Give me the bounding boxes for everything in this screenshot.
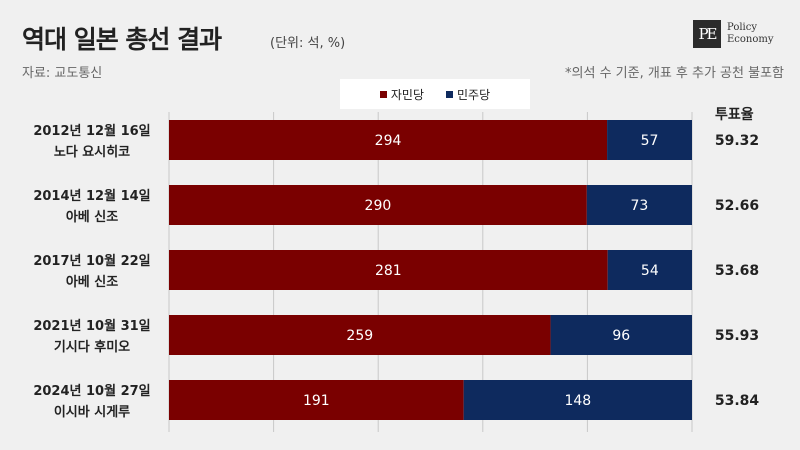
- category-date: 2012년 12월 16일: [33, 123, 150, 139]
- bar-ldp: [169, 185, 587, 225]
- legend-label-ldp: 자민당: [390, 87, 424, 102]
- legend: 자민당 민주당: [340, 79, 530, 109]
- data-label-cdp: 57: [641, 133, 659, 149]
- bar-cdp: [550, 315, 692, 355]
- bar-ldp: [169, 250, 608, 290]
- bar-cdp: [607, 250, 692, 290]
- data-label-ldp: 191: [303, 393, 330, 409]
- category-pm: 이시바 시게루: [54, 404, 130, 420]
- turnout-value: 59.32: [715, 133, 759, 149]
- category-date: 2017년 10월 22일: [33, 253, 150, 269]
- turnout-value: 55.93: [715, 328, 759, 344]
- legend-item-ldp: 자민당: [379, 86, 424, 103]
- legend-swatch-cdp: [446, 90, 453, 98]
- logo-line-1: Policy: [727, 22, 757, 33]
- data-label-ldp: 281: [375, 263, 402, 279]
- data-label-cdp: 148: [564, 393, 591, 409]
- turnout-value: 53.84: [715, 393, 760, 409]
- chart-title: 역대 일본 총선 결과: [22, 25, 222, 54]
- category-date: 2014년 12월 14일: [33, 188, 150, 204]
- data-label-cdp: 96: [612, 328, 630, 344]
- logo-mark-icon: PE: [693, 20, 721, 48]
- turnout-value: 53.68: [715, 263, 759, 279]
- bar-cdp: [463, 380, 692, 420]
- data-label-cdp: 54: [641, 263, 659, 279]
- category-pm: 아베 신조: [66, 274, 118, 290]
- category-pm: 노다 요시히코: [54, 144, 130, 160]
- bar-ldp: [169, 315, 551, 355]
- turnout-value: 52.66: [715, 198, 759, 214]
- unit-label: (단위: 석, %): [270, 36, 346, 51]
- policy-economy-logo: PE Policy Economy: [693, 20, 774, 48]
- legend-label-cdp: 민주당: [457, 87, 491, 102]
- bar-ldp: [169, 380, 464, 420]
- turnout-header: 투표율: [715, 107, 754, 123]
- data-label-ldp: 259: [346, 328, 373, 344]
- bar-cdp: [586, 185, 692, 225]
- legend-swatch-ldp: [379, 90, 387, 98]
- category-pm: 아베 신조: [66, 209, 118, 225]
- footnote: *의석 수 기준, 개표 후 추가 공천 불포함: [565, 66, 784, 81]
- source-label: 자료: 교도통신: [22, 66, 103, 81]
- legend-item-cdp: 민주당: [446, 86, 490, 103]
- data-label-ldp: 290: [365, 198, 392, 214]
- category-date: 2021년 10월 31일: [33, 318, 150, 334]
- logo-line-2: Economy: [727, 34, 774, 45]
- category-date: 2024년 10월 27일: [33, 383, 150, 399]
- logo-text: Policy Economy: [727, 22, 774, 46]
- bar-cdp: [607, 120, 692, 160]
- data-label-cdp: 73: [630, 198, 648, 214]
- bar-ldp: [169, 120, 608, 160]
- data-label-ldp: 294: [375, 133, 402, 149]
- category-pm: 기시다 후미오: [54, 339, 130, 355]
